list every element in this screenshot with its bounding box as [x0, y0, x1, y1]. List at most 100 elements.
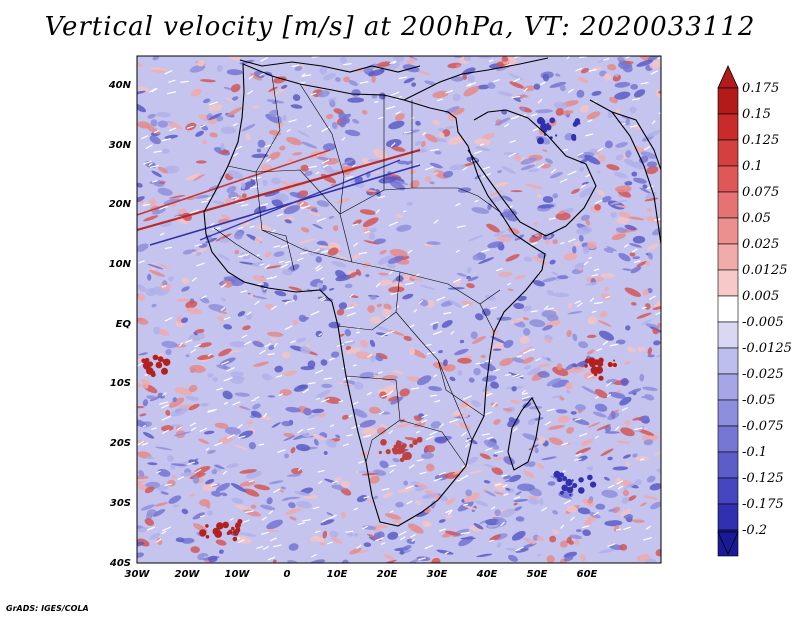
- downward-motion-cell: [415, 140, 422, 146]
- downward-motion-cell: [527, 367, 541, 376]
- field-streak: [151, 427, 157, 430]
- field-streak: [264, 342, 272, 348]
- field-streak: [267, 556, 276, 561]
- downward-motion-cell: [523, 328, 531, 336]
- upward-motion-cell: [181, 277, 190, 284]
- upward-motion-cell: [376, 352, 388, 360]
- intense-cell: [155, 361, 163, 369]
- downward-motion-cell: [406, 201, 413, 206]
- intense-cell: [566, 486, 574, 493]
- field-streak: [227, 433, 235, 439]
- downward-motion-cell: [454, 348, 469, 356]
- downward-motion-cell: [348, 80, 359, 86]
- field-streak: [395, 95, 403, 101]
- intense-cell: [598, 375, 604, 381]
- field-streak: [306, 124, 312, 128]
- upward-motion-cell: [341, 480, 351, 489]
- field-streak: [578, 433, 588, 437]
- downward-motion-cell: [347, 97, 365, 103]
- upward-motion-cell: [540, 163, 552, 169]
- downward-motion-cell: [493, 230, 506, 237]
- field-streak: [263, 412, 268, 418]
- upward-motion-cell: [426, 299, 435, 308]
- upward-motion-cell: [161, 425, 174, 432]
- field-streak: [567, 238, 576, 243]
- field-streak: [143, 160, 152, 165]
- downward-motion-cell: [203, 98, 211, 104]
- field-streak: [244, 510, 254, 514]
- field-streak: [259, 263, 265, 266]
- downward-motion-cell: [508, 554, 518, 562]
- field-streak: [452, 278, 462, 283]
- field-streak: [617, 485, 624, 490]
- field-streak: [615, 528, 622, 531]
- downward-motion-cell: [403, 480, 409, 486]
- upward-motion-cell: [641, 434, 659, 442]
- downward-motion-cell: [552, 292, 569, 298]
- downward-motion-cell: [149, 135, 161, 145]
- field-streak: [342, 443, 349, 447]
- upward-motion-cell: [514, 155, 522, 161]
- upward-motion-cell: [373, 149, 389, 160]
- field-streak: [633, 260, 641, 264]
- field-streak: [485, 392, 493, 397]
- downward-motion-cell: [322, 143, 336, 151]
- upward-motion-cell: [308, 211, 322, 217]
- upward-motion-cell: [587, 316, 598, 325]
- field-streak: [297, 467, 302, 472]
- downward-motion-cell: [534, 447, 539, 454]
- upward-motion-cell: [377, 427, 387, 435]
- field-streak: [528, 348, 535, 352]
- upward-motion-cell: [537, 363, 551, 368]
- lat-tick-label: 30N: [109, 140, 132, 151]
- field-streak: [649, 295, 656, 300]
- downward-motion-cell: [251, 261, 266, 267]
- field-streak: [316, 266, 323, 272]
- colorbar-label: 0.175: [742, 81, 779, 96]
- field-streak: [234, 145, 243, 151]
- downward-motion-cell: [542, 196, 554, 203]
- downward-motion-cell: [645, 323, 660, 329]
- downward-motion-cell: [344, 283, 353, 289]
- field-streak: [456, 225, 466, 229]
- intense-cell: [232, 536, 238, 542]
- upward-motion-cell: [288, 286, 303, 292]
- intense-cell: [613, 359, 616, 362]
- downward-motion-cell: [466, 275, 471, 280]
- field-streak: [433, 477, 443, 482]
- field-streak: [447, 510, 453, 515]
- upward-motion-cell: [557, 415, 570, 424]
- downward-motion-cell: [165, 348, 172, 356]
- downward-motion-cell: [615, 339, 626, 345]
- intense-cell: [537, 137, 544, 145]
- downward-motion-cell: [288, 543, 299, 551]
- downward-motion-cell: [288, 502, 296, 509]
- downward-motion-cell: [575, 529, 582, 533]
- downward-motion-cell: [271, 199, 284, 208]
- downward-motion-cell: [470, 331, 478, 340]
- downward-motion-cell: [607, 110, 613, 119]
- downward-motion-cell: [230, 482, 247, 493]
- downward-motion-cell: [596, 170, 601, 174]
- field-streak: [161, 530, 167, 535]
- field-streak: [290, 340, 297, 344]
- field-streak: [588, 68, 597, 72]
- downward-motion-cell: [473, 367, 481, 376]
- upward-motion-cell: [335, 253, 348, 260]
- field-streak: [194, 243, 203, 247]
- upward-motion-cell: [615, 440, 631, 444]
- downward-motion-cell: [295, 500, 313, 509]
- field-streak: [504, 373, 512, 377]
- field-streak: [377, 116, 384, 120]
- field-streak: [341, 137, 346, 141]
- downward-motion-cell: [192, 512, 205, 520]
- upward-motion-cell: [536, 463, 545, 469]
- downward-motion-cell: [316, 282, 324, 289]
- downward-motion-cell: [492, 348, 502, 351]
- downward-motion-cell: [138, 352, 148, 356]
- upward-motion-cell: [390, 145, 406, 152]
- upward-motion-cell: [399, 388, 410, 397]
- downward-motion-cell: [155, 446, 172, 451]
- field-streak: [352, 401, 359, 405]
- downward-motion-cell: [206, 509, 214, 516]
